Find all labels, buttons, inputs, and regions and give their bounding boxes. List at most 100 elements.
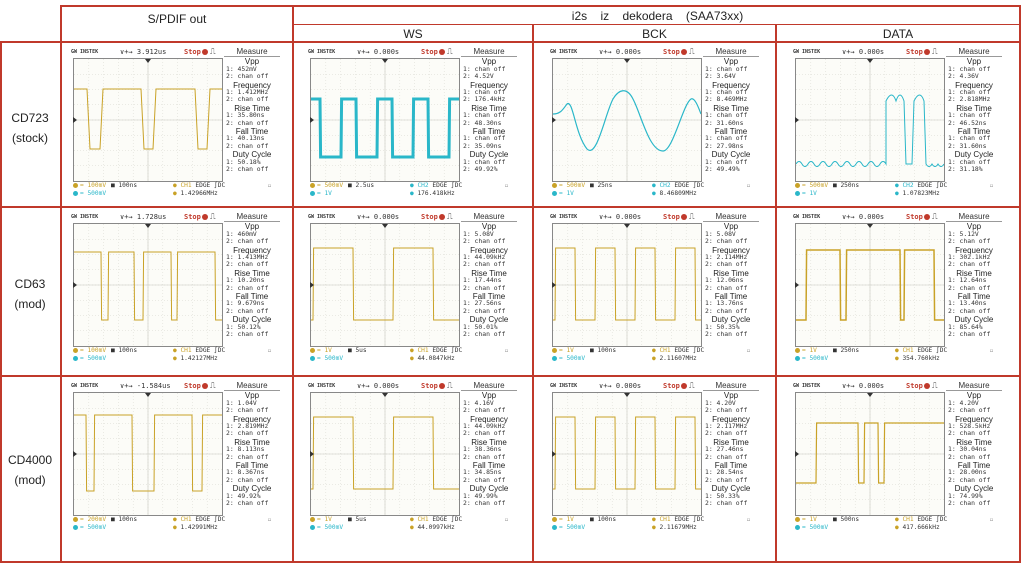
brand-logo: GW INSTEK [793,214,821,220]
measure-value: 1: chan off [705,134,748,143]
trigger-position: ∨+→ 1.728us [120,213,167,221]
ch2-icon [552,524,557,530]
waveform-screen [310,223,460,347]
scope-topbar: GW INSTEK ∨+→ 0.000s Stop ⎍ [305,46,519,58]
ch1-icon [310,182,315,188]
edge-trigger-icon: ⎍ [932,47,938,56]
measure-value: 1: 302.1kHz [948,253,991,262]
measure-panel: Measure Vpp 1: 452mV 2: chan off Frequency 1:… [224,47,280,174]
row-label-note: (stock) [12,131,48,145]
measure-name: Duty Cycle [954,315,994,325]
measure-value: 1: chan off [463,64,506,73]
measure-value: 1: 50.01% [463,322,498,331]
measure-name: Rise Time [471,437,507,447]
measure-value: 1: 13.40ns [948,299,987,308]
edge-trigger-icon: ⎍ [932,212,938,221]
measure-value: 1: 8.367ns [226,468,265,477]
measure-value: 1: 4.20V [948,398,979,407]
trigger-source: ● CH2 EDGE ∫DC ● 1.07823MHz [895,182,948,197]
ch1-icon [310,347,315,353]
trigger-position: ∨+→ 0.000s [357,213,400,221]
trigger-source: ● CH2 EDGE ∫DC ● 8.46809MHz [652,182,705,197]
measure-name: Duty Cycle [232,150,272,160]
trigger-position: ∨+→ 3.912us [120,48,167,56]
measure-value: 1: 38.36ns [463,445,502,454]
measure-panel: Measure Vpp 1: 4.20V 2: chan off Frequency 1:… [703,381,759,508]
measure-value: 2: chan off [705,475,748,484]
measure-name: Vpp [723,57,739,67]
trigger-marker-icon [867,393,873,397]
measure-value: 2: chan off [948,237,991,246]
trigger-position: ∨+→ 0.000s [599,213,642,221]
stop-dot-icon [438,383,445,389]
scope-topbar: GW INSTEK ∨+→ 0.000s Stop ⎍ [547,46,761,58]
stop-status: Stop [421,382,445,390]
waveform-svg [796,59,944,181]
measure-name: Frequency [712,245,750,255]
measure-name: Frequency [712,414,750,424]
measure-title: Measure [224,381,280,392]
channel-scale: = 1V = 500mV [310,516,343,532]
row-label-name: CD4000 [7,453,53,467]
measure-value: 1: 528.5kHz [948,422,991,431]
measure-value: 1: 5.08V [463,229,494,238]
measure-value: 2: chan off [463,475,506,484]
trigger-position: ∨+→ 0.000s [599,48,642,56]
storage-icon: ☐ [505,348,509,354]
measure-value: 2: chan off [226,72,269,81]
measure-value: 2: chan off [705,260,748,269]
row-label-cd4000: CD4000 (mod) [0,450,60,490]
measure-value: 1: chan off [948,111,991,120]
timebase: ■ 5us [348,347,367,354]
measure-value: 1: chan off [705,64,748,73]
measure-value: 2: chan off [948,475,991,484]
stop-dot-icon [680,383,687,389]
measure-name: Duty Cycle [469,484,509,494]
waveform-svg [311,393,459,515]
measure-name: Duty Cycle [711,484,751,494]
oscilloscope-panel: GW INSTEK ∨+→ 0.000s Stop ⎍ Measure Vpp 1:… [790,211,1004,363]
grid-line [0,206,1021,208]
measure-name: Duty Cycle [954,150,994,160]
waveform-screen [73,58,223,182]
measure-title: Measure [461,381,517,392]
measure-value: 1: 5.08V [705,229,736,238]
level-marker-icon [552,282,556,288]
oscilloscope-panel: GW INSTEK ∨+→ 0.000s Stop ⎍ Measure Vpp 1:… [547,380,761,532]
measure-title: Measure [461,47,517,58]
edge-trigger-icon: ⎍ [447,47,453,56]
measure-value: 2: chan off [463,237,506,246]
oscilloscope-panel: GW INSTEK ∨+→ 0.000s Stop ⎍ Measure Vpp 1:… [547,211,761,363]
measure-name: Rise Time [956,268,992,278]
oscilloscope-panel: GW INSTEK ∨+→ 1.728us Stop ⎍ Measure Vpp 1… [68,211,282,363]
grid-line [1019,5,1021,563]
brand-logo: GW INSTEK [71,49,99,55]
row-label-cd723: CD723 (stock) [0,108,60,148]
measure-value: 1: 1.412MHz [226,88,269,97]
trigger-position: ∨+→ 0.000s [842,382,885,390]
brand-logo: GW INSTEK [308,214,336,220]
waveform-svg [74,59,222,181]
measure-value: 2: 3.64V [705,72,736,81]
ch1-icon [795,347,800,353]
measure-value: 2: chan off [463,406,506,415]
measure-title: Measure [224,212,280,223]
measure-name: Duty Cycle [469,150,509,160]
measure-value: 1: chan off [463,111,506,120]
measure-value: 1: chan off [948,88,991,97]
measure-name: Frequency [470,414,508,424]
measure-value: 2: chan off [226,283,269,292]
measure-value: 1: 12.06ns [705,276,744,285]
measure-value: 1: chan off [948,134,991,143]
measure-value: 1: 27.46ns [705,445,744,454]
measure-value: 2: 31.18% [948,165,983,174]
level-marker-icon [795,117,799,123]
measure-panel: Measure Vpp 1: chan off 2: 4.36V Frequency 1:… [946,47,1002,174]
trigger-marker-icon [867,59,873,63]
trigger-marker-icon [382,224,388,228]
stop-dot-icon [923,214,930,220]
storage-icon: ☐ [747,348,751,354]
measure-value: 2: chan off [948,499,991,508]
level-marker-icon [552,451,556,457]
ch2-icon [795,190,800,196]
